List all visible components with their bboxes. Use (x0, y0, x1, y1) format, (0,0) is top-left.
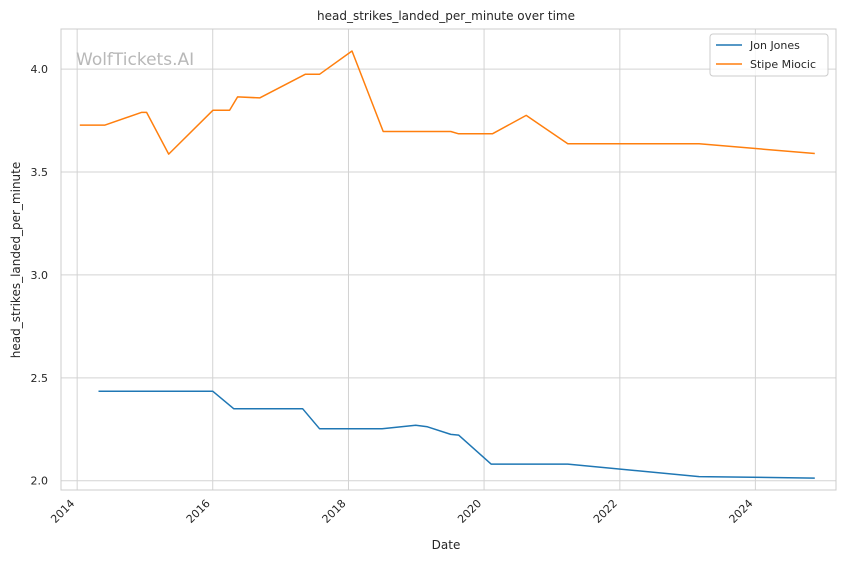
grid (61, 29, 836, 490)
series-lines (79, 50, 815, 479)
y-tick-label: 2.5 (31, 372, 49, 385)
legend-label-jon-jones: Jon Jones (749, 39, 800, 52)
watermark: WolfTickets.AI (76, 50, 194, 70)
y-axis-title: head_strikes_landed_per_minute (9, 162, 23, 359)
y-tick-label: 2.0 (31, 475, 49, 488)
series-line-stipe-miocic (79, 50, 815, 155)
y-tick-label: 3.0 (31, 269, 49, 282)
x-axis-title: Date (432, 538, 461, 552)
y-tick-label: 4.0 (31, 63, 49, 76)
legend: Jon Jones Stipe Miocic (709, 33, 829, 77)
legend-label-stipe-miocic: Stipe Miocic (750, 58, 816, 71)
plot-frame (60, 28, 837, 491)
y-axis-ticks: 2.0 2.5 3.0 3.5 4.0 (31, 63, 49, 488)
chart-title: head_strikes_landed_per_minute over time (317, 9, 575, 23)
y-tick-label: 3.5 (31, 166, 49, 179)
series-line-jon-jones (98, 390, 815, 479)
